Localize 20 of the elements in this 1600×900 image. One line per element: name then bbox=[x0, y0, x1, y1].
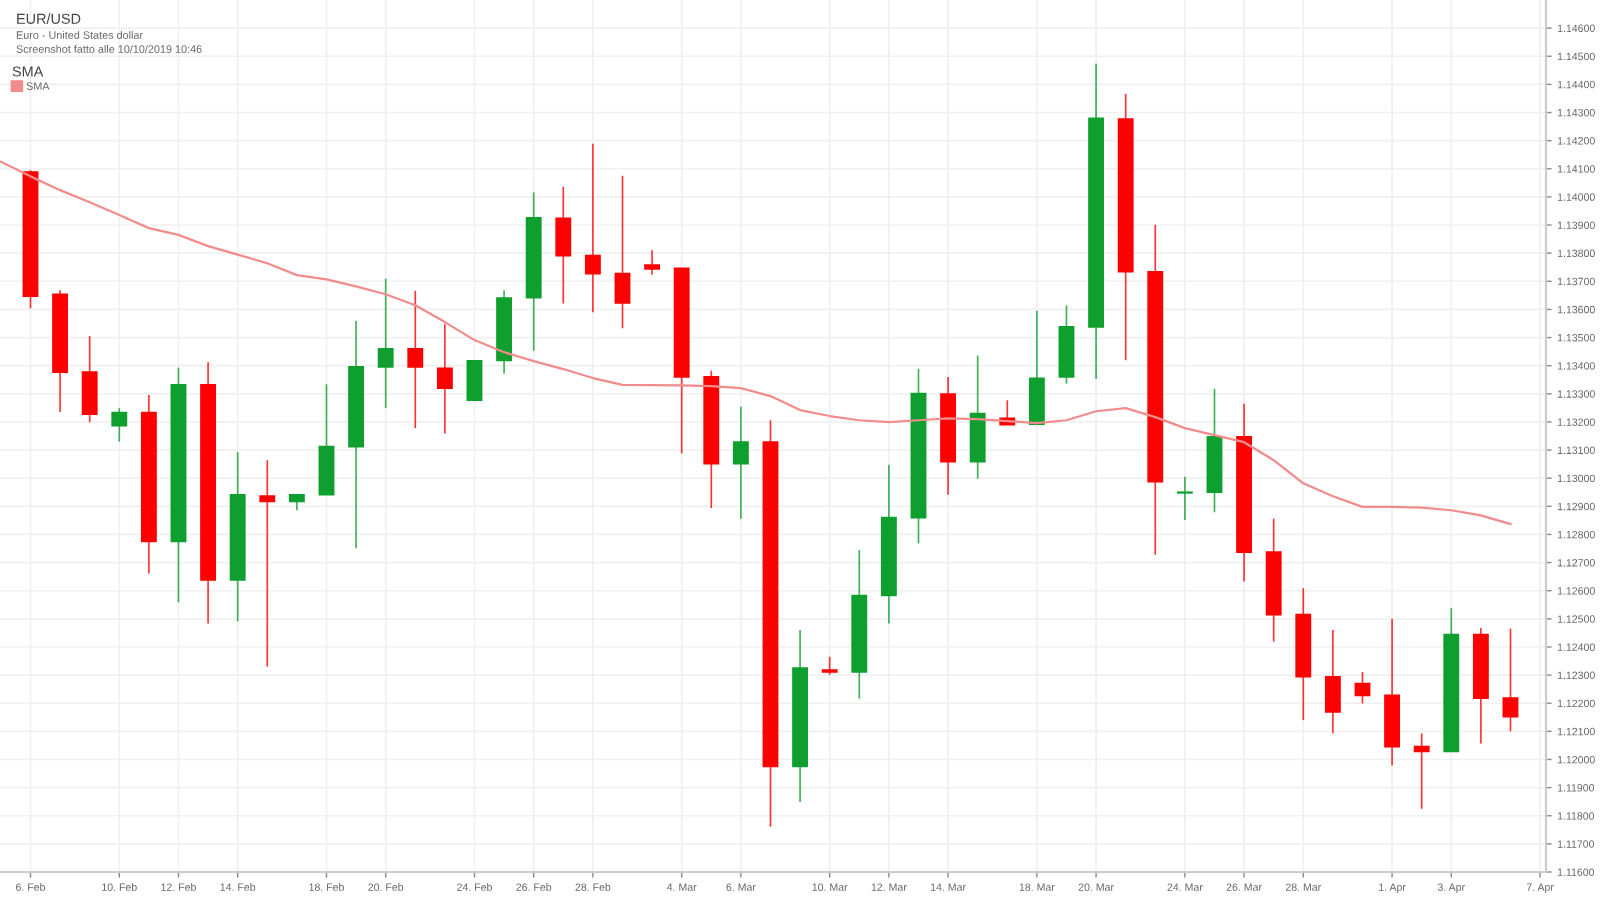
candlestick bbox=[1502, 627, 1519, 733]
candlestick bbox=[732, 405, 749, 520]
candlestick bbox=[614, 174, 631, 330]
candlestick bbox=[259, 459, 276, 668]
candlestick bbox=[377, 277, 394, 409]
candlestick bbox=[81, 335, 98, 424]
candlestick bbox=[407, 290, 424, 429]
candlestick bbox=[1413, 732, 1430, 810]
candlestick bbox=[466, 360, 483, 402]
candlestick bbox=[111, 407, 128, 443]
candlestick bbox=[1324, 629, 1341, 735]
candlestick bbox=[555, 185, 572, 305]
candlestick bbox=[644, 249, 661, 276]
candlestick bbox=[1176, 475, 1193, 521]
candlestick bbox=[1028, 309, 1045, 426]
candlestick bbox=[584, 142, 601, 314]
candlestick bbox=[821, 655, 838, 676]
candlestick bbox=[1354, 671, 1371, 705]
candlestick bbox=[436, 323, 453, 435]
line-series bbox=[0, 160, 1512, 526]
